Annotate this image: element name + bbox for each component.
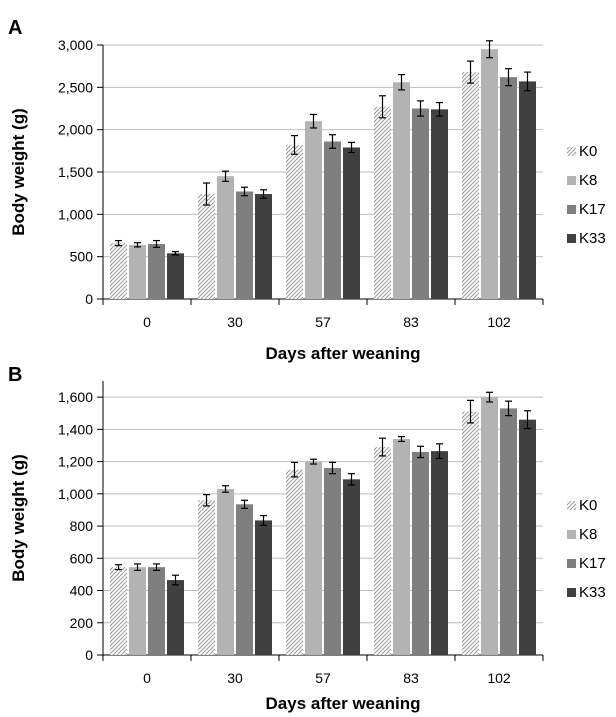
x-tick-label: 0 — [143, 314, 151, 330]
legend-swatch-k0 — [567, 147, 576, 156]
bar-k8-day-83 — [393, 82, 410, 300]
legend-swatch-k0 — [567, 501, 576, 510]
bar-k0-day-30 — [198, 194, 215, 299]
bar-k33-day-57 — [343, 479, 360, 655]
x-tick-label: 102 — [487, 314, 511, 330]
bar-k8-day-57 — [305, 461, 322, 655]
bar-k8-day-30 — [217, 176, 234, 299]
y-axis-title: Body weight (g) — [9, 454, 28, 581]
x-tick-label: 30 — [227, 670, 243, 686]
legend-label-k8: K8 — [579, 526, 597, 543]
bar-k17-day-102 — [500, 408, 517, 655]
legend-label-k0: K0 — [579, 143, 597, 160]
bar-k33-day-102 — [519, 419, 536, 655]
bar-k0-day-0 — [110, 243, 127, 299]
x-axis-title: Days after weaning — [266, 344, 421, 363]
bar-k0-day-57 — [286, 469, 303, 655]
bar-k17-day-57 — [324, 141, 341, 299]
bar-k8-day-57 — [305, 121, 322, 299]
bar-k8-day-30 — [217, 488, 234, 655]
y-tick-label: 1,600 — [58, 389, 93, 405]
bar-k0-day-83 — [374, 447, 391, 655]
bar-k33-day-83 — [431, 451, 448, 655]
legend-swatch-k8 — [567, 530, 576, 539]
bar-k0-day-83 — [374, 106, 391, 299]
y-tick-label: 1,500 — [58, 164, 93, 180]
bar-k33-day-83 — [431, 109, 448, 299]
panel-a: A 0 500 1,000 1,500 2,000 2,500 3,000 0 30 57 83 102… — [8, 17, 606, 363]
legend-label-k33: K33 — [579, 230, 606, 247]
x-tick-label: 57 — [315, 670, 331, 686]
panel-b: B 0 200 400 600 800 1,000 1,200 1,400 1,600 0 30 57 8… — [8, 364, 606, 713]
x-tick-label: 57 — [315, 314, 331, 330]
bar-k33-day-0 — [167, 253, 184, 299]
bar-k17-day-83 — [412, 108, 429, 299]
y-tick-label: 800 — [70, 518, 94, 534]
bar-k0-day-0 — [110, 567, 127, 655]
bar-k33-day-30 — [255, 520, 272, 655]
x-tick-label: 0 — [143, 670, 151, 686]
x-tick-label: 30 — [227, 314, 243, 330]
bar-k17-day-57 — [324, 468, 341, 655]
legend-swatch-k17 — [567, 559, 576, 568]
bar-k17-day-83 — [412, 451, 429, 655]
legend-label-k33: K33 — [579, 584, 606, 601]
bar-k17-day-30 — [236, 504, 253, 655]
legend-label-k17: K17 — [579, 201, 606, 218]
y-tick-label: 1,200 — [58, 454, 93, 470]
legend-swatch-k17 — [567, 205, 576, 214]
x-tick-label: 102 — [487, 670, 511, 686]
bar-k0-day-30 — [198, 500, 215, 655]
y-tick-label: 400 — [70, 583, 94, 599]
bar-k8-day-102 — [481, 49, 498, 299]
bar-k17-day-0 — [148, 567, 165, 655]
x-axis-title: Days after weaning — [266, 694, 421, 713]
x-tick-label: 83 — [403, 670, 419, 686]
bar-k33-day-30 — [255, 194, 272, 299]
y-tick-label: 1,000 — [58, 206, 93, 222]
legend-swatch-k8 — [567, 176, 576, 185]
bar-k0-day-102 — [462, 411, 479, 655]
bar-k17-day-0 — [148, 243, 165, 299]
legend-label-k8: K8 — [579, 172, 597, 189]
bar-k8-day-0 — [129, 567, 146, 655]
legend-swatch-k33 — [567, 234, 576, 243]
bar-k0-day-57 — [286, 144, 303, 299]
bar-k33-day-57 — [343, 147, 360, 299]
y-tick-label: 2,500 — [58, 79, 93, 95]
y-axis-title: Body weight (g) — [9, 108, 28, 235]
legend-label-k0: K0 — [579, 497, 597, 514]
x-tick-label: 83 — [403, 314, 419, 330]
bar-k8-day-83 — [393, 439, 410, 655]
legend-swatch-k33 — [567, 588, 576, 597]
y-tick-label: 0 — [85, 291, 93, 307]
bar-k8-day-102 — [481, 397, 498, 655]
legend-label-k17: K17 — [579, 555, 606, 572]
bar-k8-day-0 — [129, 244, 146, 299]
y-tick-label: 600 — [70, 550, 94, 566]
bar-k33-day-102 — [519, 81, 536, 299]
panel-label: A — [8, 17, 22, 39]
y-tick-label: 0 — [85, 647, 93, 663]
bar-k17-day-30 — [236, 191, 253, 299]
bar-k17-day-102 — [500, 77, 517, 299]
y-tick-label: 2,000 — [58, 122, 93, 138]
y-tick-label: 200 — [70, 615, 94, 631]
bar-k33-day-0 — [167, 580, 184, 655]
y-tick-label: 500 — [70, 249, 94, 265]
y-tick-label: 1,000 — [58, 486, 93, 502]
y-tick-label: 3,000 — [58, 37, 93, 53]
bar-k0-day-102 — [462, 72, 479, 300]
y-tick-label: 1,400 — [58, 421, 93, 437]
panel-label: B — [8, 364, 22, 386]
